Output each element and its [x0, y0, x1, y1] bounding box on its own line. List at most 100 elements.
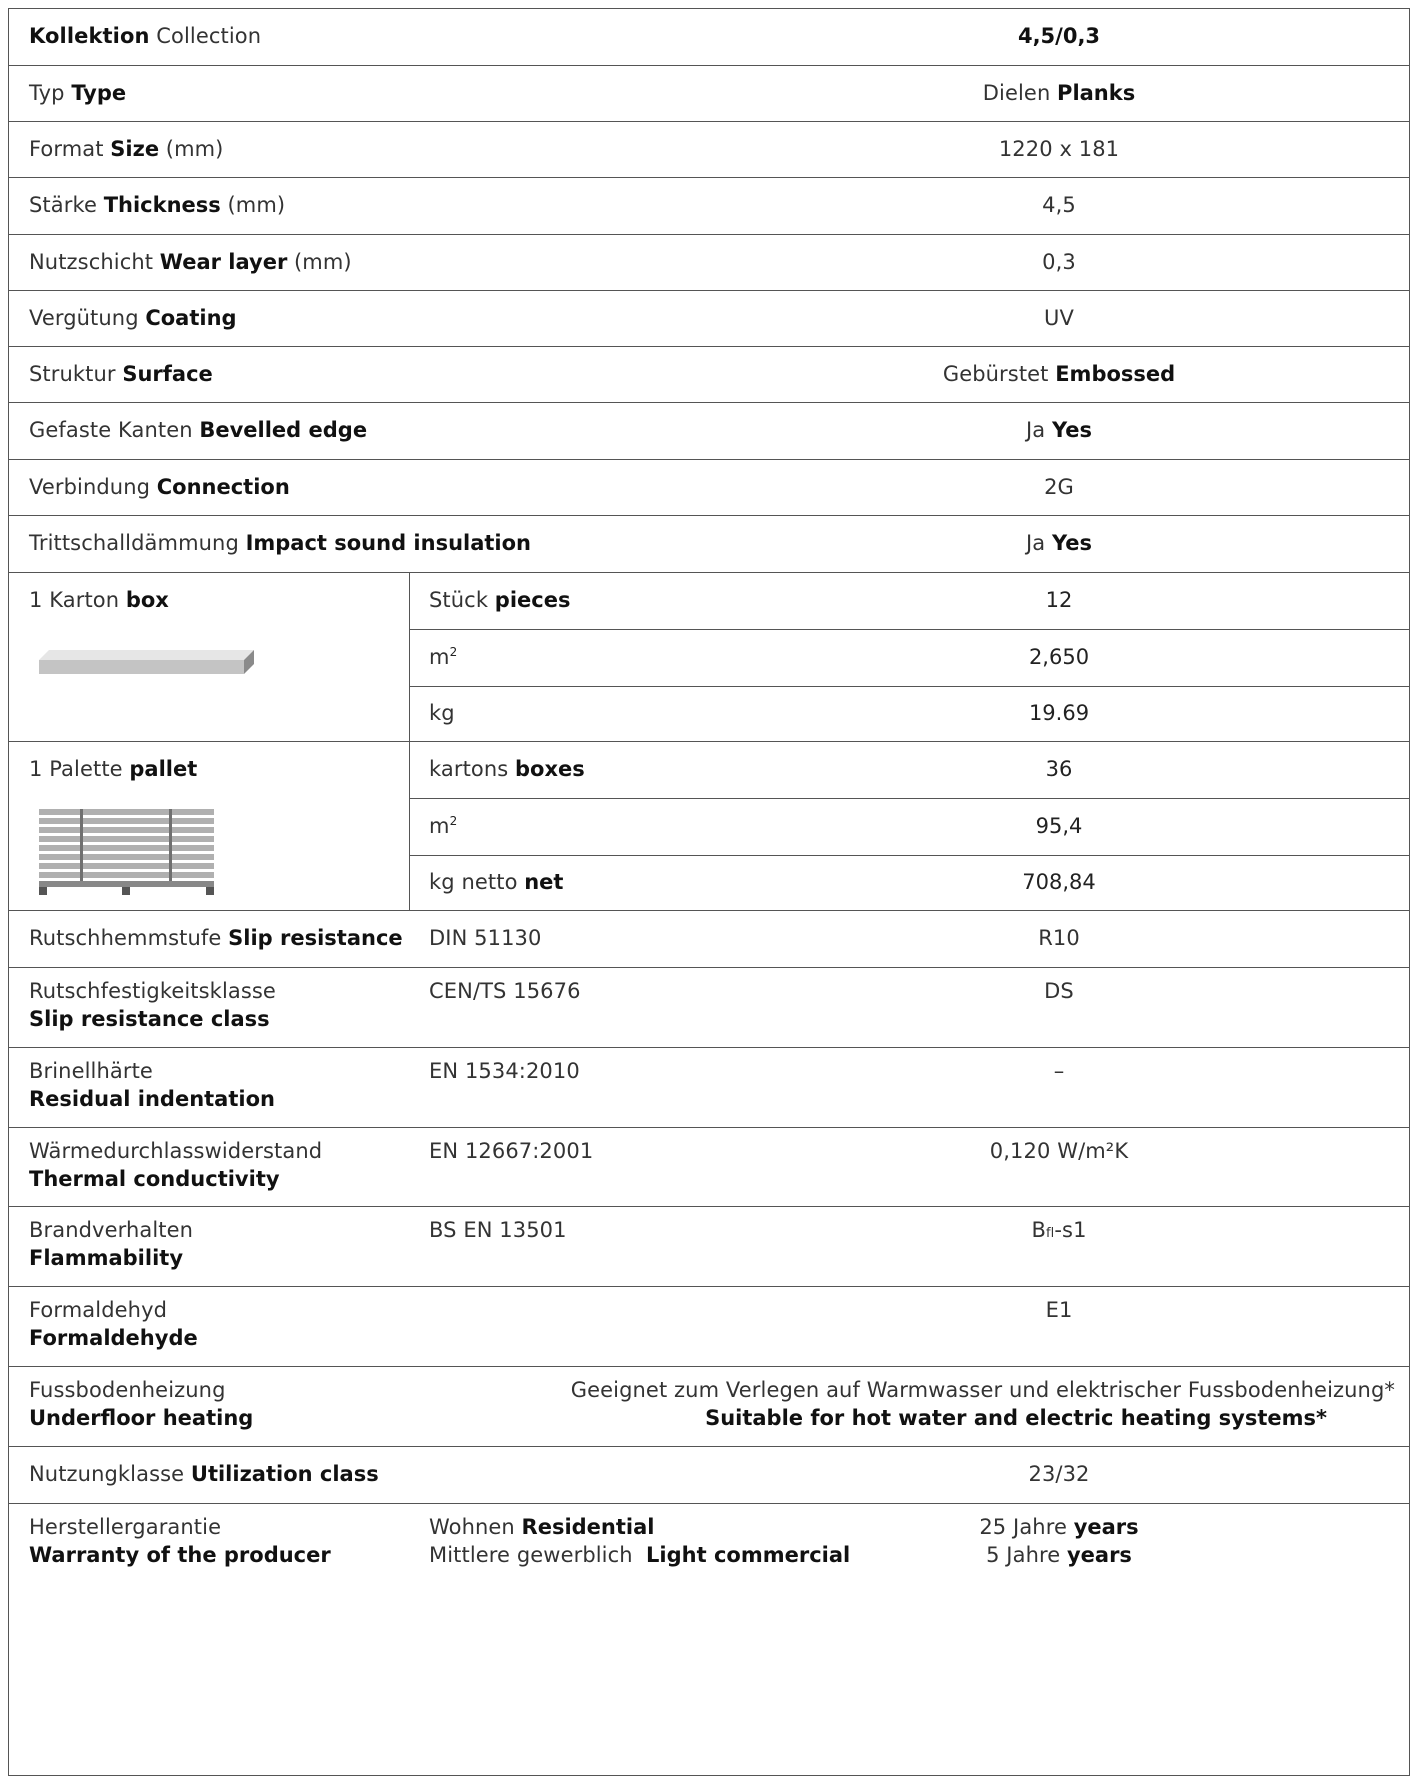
cell: Rutschfestigkeitsklasse: [29, 975, 276, 1007]
cell: Wärmedurchlasswiderstand: [29, 1135, 322, 1167]
text-warranty-items-0-de: Wohnen: [429, 1515, 515, 1539]
text-rows-2-unit: (mm): [227, 193, 286, 217]
text-warranty-items-1-de: Mittlere gewerblich: [429, 1543, 633, 1567]
row-slip-class: Rutschfestigkeitsklasse Slip resistance …: [9, 968, 1409, 1048]
cell: [122, 885, 130, 895]
text-box-label_en: box: [125, 588, 169, 612]
cell: 0,120 W/m²K: [990, 1135, 1128, 1167]
text-slip-de: Rutschhemmstufe: [29, 926, 222, 950]
cell: [39, 872, 214, 878]
text-pallet-sub-2-de: kg netto: [429, 870, 518, 894]
header-value: 4,5/0,3: [1017, 24, 1101, 48]
cell: Format Size (mm): [29, 133, 223, 165]
box-icon: [39, 650, 254, 674]
text-tech-4-de: Formaldehyd: [29, 1298, 168, 1322]
pallet-label: 1 Palette pallet: [29, 753, 197, 785]
cell: R10: [1038, 922, 1080, 954]
row-warranty: Herstellergarantie Warranty of the produ…: [9, 1504, 1409, 1584]
text-utilization-value: 23/32: [1028, 1462, 1090, 1486]
pallet-icon: [39, 809, 214, 895]
text-warranty-items-1-en: Light commercial: [646, 1543, 851, 1567]
cell: Struktur Surface: [29, 358, 213, 390]
cell: Nutzschicht Wear layer (mm): [29, 246, 352, 278]
text-slip-norm: DIN 51130: [429, 926, 542, 950]
text-warranty-items-0-value_en: years: [1073, 1515, 1139, 1539]
text-rows-3-unit: (mm): [294, 250, 352, 274]
text-tech-1-value: –: [1053, 1059, 1065, 1083]
header-row: Kollektion Collection 4,5/0,3: [9, 9, 1409, 66]
text-rows-0-value_en: Planks: [1057, 81, 1136, 105]
text-box-sub-0-value: 12: [1045, 588, 1073, 612]
cell: [39, 854, 214, 860]
cell: m2: [429, 641, 457, 673]
text-box-label_de: 1 Karton: [29, 588, 120, 612]
cell: Geeignet zum Verlegen auf Warmwasser und…: [571, 1374, 1395, 1406]
cell: [169, 809, 172, 881]
cell: 2G: [1044, 471, 1074, 503]
cell: [409, 798, 1409, 799]
row-impact-sound: Trittschalldämmung Impact sound insulati…: [9, 516, 1409, 573]
cell: Wohnen Residential: [429, 1511, 654, 1543]
cell: [39, 827, 214, 833]
box-group: 1 Karton box Stück pieces 12 m2 2,650 kg…: [9, 573, 1409, 742]
text-tech-3-value_sub: fl: [1045, 1226, 1055, 1241]
text-rows-1-value_de: 1220 x 181: [998, 137, 1120, 161]
text-rows-8-value_de: Ja: [1026, 531, 1046, 555]
text-tech-4-en: Formaldehyde: [29, 1326, 198, 1350]
text-box-sub-1-value: 2,650: [1028, 645, 1090, 669]
cell: Verbindung Connection: [29, 471, 290, 503]
text-box-sub-1-sup: 2: [449, 645, 458, 659]
text-heating-value_de: Geeignet zum Verlegen auf Warmwasser und…: [570, 1378, 1395, 1402]
text-rows-7-value_de: 2G: [1044, 475, 1074, 499]
text-rows-2-value_de: 4,5: [1042, 193, 1076, 217]
text-rows-3-en: Wear layer: [159, 250, 288, 274]
cell: [39, 863, 214, 869]
cell: [409, 573, 410, 742]
cell: Brandverhalten: [29, 1214, 193, 1246]
row-surface: Struktur Surface Gebürstet Embossed: [9, 347, 1409, 403]
text-header-label_en: Collection: [156, 24, 262, 48]
cell: [39, 885, 214, 887]
text-tech-3-value: B: [1031, 1218, 1046, 1242]
text-tech-0-en: Slip resistance class: [29, 1007, 270, 1031]
text-tech-3-norm: BS EN 13501: [429, 1218, 567, 1242]
cell: UV: [1044, 302, 1074, 334]
cell: Bfl-s1: [1031, 1214, 1086, 1250]
text-pallet-sub-0-de: kartons: [429, 757, 509, 781]
text-pallet-sub-0-value: 36: [1045, 757, 1073, 781]
text-rows-5-de: Struktur: [29, 362, 116, 386]
cell: [39, 809, 214, 878]
row-thermal-conductivity: Wärmedurchlasswiderstand Thermal conduct…: [9, 1128, 1409, 1207]
text-rows-5-value_en: Embossed: [1055, 362, 1176, 386]
text-rows-3-value_de: 0,3: [1042, 250, 1076, 274]
cell: [39, 650, 254, 660]
pallet-group: 1 Palette pallet kartons boxes: [9, 742, 1409, 911]
text-tech-0-de: Rutschfestigkeitsklasse: [29, 979, 276, 1003]
text-rows-6-en: Bevelled edge: [199, 418, 368, 442]
text-box-sub-0-de: Stück: [429, 588, 489, 612]
row-wear-layer: Nutzschicht Wear layer (mm) 0,3: [9, 235, 1409, 291]
text-rows-0-en: Type: [71, 81, 127, 105]
text-warranty-de: Herstellergarantie: [29, 1515, 222, 1539]
text-pallet-sub-2-en: net: [524, 870, 564, 894]
cell: kartons boxes: [429, 753, 585, 785]
cell: CEN/TS 15676: [429, 975, 581, 1007]
text-slip-value: R10: [1038, 926, 1080, 950]
cell: [409, 855, 1409, 856]
cell: Gefaste Kanten Bevelled edge: [29, 414, 367, 446]
text-rows-5-en: Surface: [122, 362, 213, 386]
text-rows-8-value_en: Yes: [1051, 531, 1092, 555]
text-rows-6-value_de: Ja: [1026, 418, 1046, 442]
text-tech-2-norm: EN 12667:2001: [429, 1139, 594, 1163]
cell: Vergütung Coating: [29, 302, 237, 334]
spec-table: Kollektion Collection 4,5/0,3 Typ Type D…: [8, 8, 1410, 1776]
text-warranty-items-1-value_en: years: [1066, 1543, 1132, 1567]
cell: DIN 51130: [429, 922, 541, 954]
row-flammability: Brandverhalten Flammability BS EN 13501 …: [9, 1207, 1409, 1287]
cell: Ja Yes: [1026, 414, 1092, 446]
text-rows-4-en: Coating: [145, 306, 237, 330]
text-pallet-sub-0-en: boxes: [515, 757, 585, 781]
text-rows-0-de: Typ: [29, 81, 65, 105]
text-box-sub-2-value: 19.69: [1028, 701, 1090, 725]
cell: [39, 845, 214, 851]
